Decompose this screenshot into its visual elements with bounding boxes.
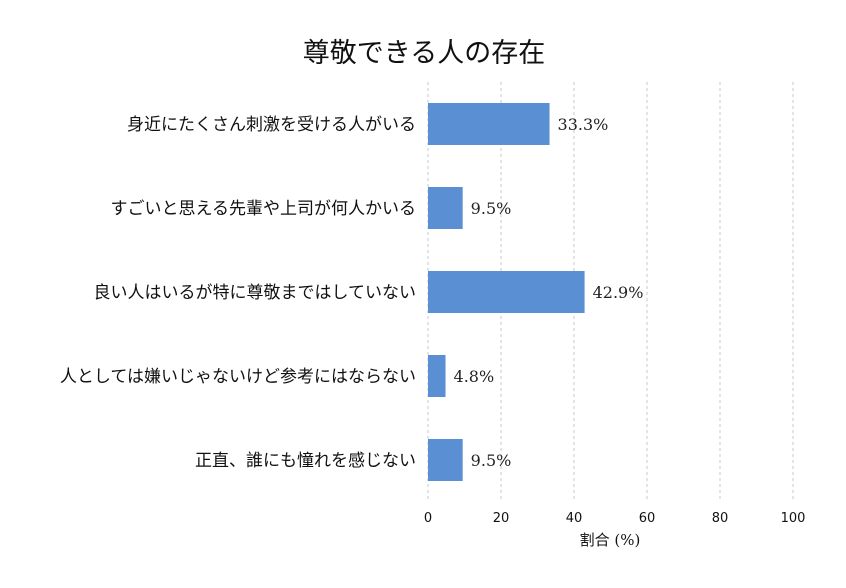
x-axis-ticks: 0 20 40 60 80 100 — [424, 511, 806, 526]
value-label: 4.8% — [454, 367, 495, 386]
category-label: 良い人はいるが特に尊敬まではしていない — [94, 283, 417, 303]
bar — [428, 271, 585, 313]
x-tick-label: 80 — [712, 511, 729, 526]
x-tick-label: 20 — [493, 511, 510, 526]
bar — [428, 439, 463, 481]
category-label: 正直、誰にも憧れを感じない — [195, 451, 416, 471]
bar — [428, 355, 446, 397]
value-labels: 33.3% 9.5% 42.9% 4.8% 9.5% — [454, 115, 644, 470]
bar — [428, 187, 463, 229]
value-label: 9.5% — [471, 199, 512, 218]
category-label: すごいと思える先輩や上司が何人かいる — [111, 199, 417, 219]
x-tick-label: 60 — [639, 511, 656, 526]
bars — [428, 103, 585, 481]
chart-title: 尊敬できる人の存在 — [303, 38, 545, 69]
bar — [428, 103, 550, 145]
category-label: 身近にたくさん刺激を受ける人がいる — [127, 115, 416, 135]
x-tick-label: 40 — [566, 511, 583, 526]
value-label: 42.9% — [593, 283, 644, 302]
value-label: 33.3% — [558, 115, 609, 134]
value-label: 9.5% — [471, 451, 512, 470]
x-tick-label: 100 — [781, 511, 806, 526]
x-axis-label: 割合 (%) — [580, 531, 641, 549]
x-tick-label: 0 — [424, 511, 432, 526]
category-label: 人としては嫌いじゃないけど参考にはならない — [60, 367, 416, 387]
category-labels: 身近にたくさん刺激を受ける人がいるすごいと思える先輩や上司が何人かいる良い人はい… — [60, 115, 416, 471]
